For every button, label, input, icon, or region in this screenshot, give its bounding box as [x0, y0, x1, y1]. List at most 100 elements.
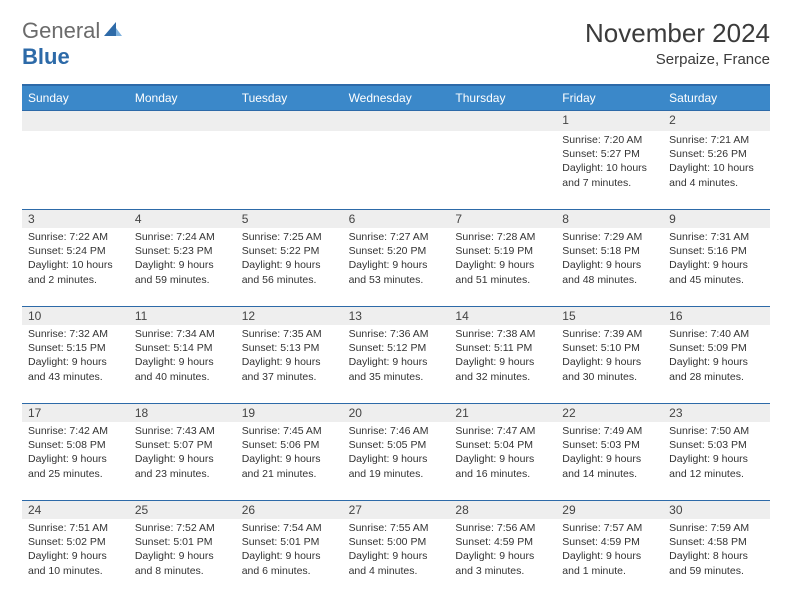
daylight-text: Daylight: 9 hours and 16 minutes. — [455, 452, 550, 480]
sail-icon — [102, 18, 122, 44]
sunrise-text: Sunrise: 7:36 AM — [349, 327, 444, 341]
week-number-row: 10111213141516 — [22, 306, 770, 325]
day-number: 12 — [236, 307, 343, 325]
day-cell — [236, 131, 343, 209]
sunset-text: Sunset: 5:24 PM — [28, 244, 123, 258]
weekday-header: Saturday — [663, 86, 770, 110]
week-number-row: 12 — [22, 110, 770, 131]
sunset-text: Sunset: 5:23 PM — [135, 244, 230, 258]
day-cell: Sunrise: 7:51 AMSunset: 5:02 PMDaylight:… — [22, 519, 129, 597]
day-cell: Sunrise: 7:21 AMSunset: 5:26 PMDaylight:… — [663, 131, 770, 209]
day-cell — [449, 131, 556, 209]
sunset-text: Sunset: 5:22 PM — [242, 244, 337, 258]
day-number: 13 — [343, 307, 450, 325]
sunrise-text: Sunrise: 7:21 AM — [669, 133, 764, 147]
sunset-text: Sunset: 5:06 PM — [242, 438, 337, 452]
sunrise-text: Sunrise: 7:27 AM — [349, 230, 444, 244]
sunrise-text: Sunrise: 7:40 AM — [669, 327, 764, 341]
week-body-row: Sunrise: 7:42 AMSunset: 5:08 PMDaylight:… — [22, 422, 770, 500]
page: General Blue November 2024 Serpaize, Fra… — [0, 0, 792, 597]
sunset-text: Sunset: 4:58 PM — [669, 535, 764, 549]
day-cell: Sunrise: 7:34 AMSunset: 5:14 PMDaylight:… — [129, 325, 236, 403]
day-cell: Sunrise: 7:52 AMSunset: 5:01 PMDaylight:… — [129, 519, 236, 597]
sunrise-text: Sunrise: 7:34 AM — [135, 327, 230, 341]
day-number: 15 — [556, 307, 663, 325]
daylight-text: Daylight: 9 hours and 25 minutes. — [28, 452, 123, 480]
sunrise-text: Sunrise: 7:54 AM — [242, 521, 337, 535]
sunset-text: Sunset: 5:08 PM — [28, 438, 123, 452]
day-number: 29 — [556, 501, 663, 519]
daylight-text: Daylight: 9 hours and 21 minutes. — [242, 452, 337, 480]
day-number: 3 — [22, 210, 129, 228]
month-title: November 2024 — [585, 18, 770, 49]
day-cell: Sunrise: 7:46 AMSunset: 5:05 PMDaylight:… — [343, 422, 450, 500]
daylight-text: Daylight: 9 hours and 30 minutes. — [562, 355, 657, 383]
empty-daynum — [343, 111, 450, 131]
daylight-text: Daylight: 9 hours and 48 minutes. — [562, 258, 657, 286]
sunrise-text: Sunrise: 7:52 AM — [135, 521, 230, 535]
week-number-row: 3456789 — [22, 209, 770, 228]
sunset-text: Sunset: 5:03 PM — [562, 438, 657, 452]
daylight-text: Daylight: 10 hours and 4 minutes. — [669, 161, 764, 189]
daylight-text: Daylight: 9 hours and 51 minutes. — [455, 258, 550, 286]
daylight-text: Daylight: 9 hours and 4 minutes. — [349, 549, 444, 577]
daylight-text: Daylight: 9 hours and 45 minutes. — [669, 258, 764, 286]
day-number: 19 — [236, 404, 343, 422]
day-number: 5 — [236, 210, 343, 228]
weekday-header: Friday — [556, 86, 663, 110]
sunrise-text: Sunrise: 7:49 AM — [562, 424, 657, 438]
day-number: 8 — [556, 210, 663, 228]
daylight-text: Daylight: 9 hours and 40 minutes. — [135, 355, 230, 383]
sunrise-text: Sunrise: 7:22 AM — [28, 230, 123, 244]
day-cell: Sunrise: 7:47 AMSunset: 5:04 PMDaylight:… — [449, 422, 556, 500]
day-number: 17 — [22, 404, 129, 422]
week-body-row: Sunrise: 7:22 AMSunset: 5:24 PM Daylight:… — [22, 228, 770, 306]
day-cell: Sunrise: 7:24 AMSunset: 5:23 PMDaylight:… — [129, 228, 236, 306]
day-number: 22 — [556, 404, 663, 422]
daylight-text: Daylight: 9 hours and 8 minutes. — [135, 549, 230, 577]
daylight-text: Daylight: 9 hours and 35 minutes. — [349, 355, 444, 383]
daylight-text: Daylight: 9 hours and 56 minutes. — [242, 258, 337, 286]
day-cell: Sunrise: 7:50 AMSunset: 5:03 PMDaylight:… — [663, 422, 770, 500]
daylight-text: Daylight: 9 hours and 14 minutes. — [562, 452, 657, 480]
daylight-text: Daylight: 9 hours and 1 minute. — [562, 549, 657, 577]
day-cell: Sunrise: 7:36 AMSunset: 5:12 PMDaylight:… — [343, 325, 450, 403]
sunset-text: Sunset: 5:12 PM — [349, 341, 444, 355]
weekday-header: Thursday — [449, 86, 556, 110]
day-cell: Sunrise: 7:43 AMSunset: 5:07 PMDaylight:… — [129, 422, 236, 500]
sunset-text: Sunset: 5:04 PM — [455, 438, 550, 452]
brand-logo: General Blue — [22, 18, 122, 70]
week-number-row: 24252627282930 — [22, 500, 770, 519]
day-number: 30 — [663, 501, 770, 519]
day-cell: Sunrise: 7:31 AMSunset: 5:16 PMDaylight:… — [663, 228, 770, 306]
day-cell: Sunrise: 7:39 AMSunset: 5:10 PMDaylight:… — [556, 325, 663, 403]
sunset-text: Sunset: 5:18 PM — [562, 244, 657, 258]
weekday-header: Monday — [129, 86, 236, 110]
day-cell: Sunrise: 7:56 AMSunset: 4:59 PMDaylight:… — [449, 519, 556, 597]
sunset-text: Sunset: 4:59 PM — [455, 535, 550, 549]
sunset-text: Sunset: 5:07 PM — [135, 438, 230, 452]
week-body-row: Sunrise: 7:51 AMSunset: 5:02 PMDaylight:… — [22, 519, 770, 597]
sunrise-text: Sunrise: 7:42 AM — [28, 424, 123, 438]
sunrise-text: Sunrise: 7:35 AM — [242, 327, 337, 341]
sunrise-text: Sunrise: 7:47 AM — [455, 424, 550, 438]
sunset-text: Sunset: 5:19 PM — [455, 244, 550, 258]
week-body-row: Sunrise: 7:20 AMSunset: 5:27 PMDaylight:… — [22, 131, 770, 209]
day-number: 11 — [129, 307, 236, 325]
weekday-header: Sunday — [22, 86, 129, 110]
day-cell: Sunrise: 7:42 AMSunset: 5:08 PMDaylight:… — [22, 422, 129, 500]
sunrise-text: Sunrise: 7:55 AM — [349, 521, 444, 535]
sunset-text: Sunset: 5:02 PM — [28, 535, 123, 549]
day-cell: Sunrise: 7:25 AMSunset: 5:22 PMDaylight:… — [236, 228, 343, 306]
day-number: 7 — [449, 210, 556, 228]
daylight-text: Daylight: 9 hours and 28 minutes. — [669, 355, 764, 383]
day-number: 14 — [449, 307, 556, 325]
sunset-text: Sunset: 4:59 PM — [562, 535, 657, 549]
daylight-text: Daylight: 8 hours and 59 minutes. — [669, 549, 764, 577]
sunrise-text: Sunrise: 7:57 AM — [562, 521, 657, 535]
day-cell: Sunrise: 7:59 AMSunset: 4:58 PMDaylight:… — [663, 519, 770, 597]
day-cell: Sunrise: 7:38 AMSunset: 5:11 PMDaylight:… — [449, 325, 556, 403]
weekday-header: Wednesday — [343, 86, 450, 110]
brand-blue: Blue — [22, 44, 70, 69]
daylight-text: Daylight: 9 hours and 43 minutes. — [28, 355, 123, 383]
